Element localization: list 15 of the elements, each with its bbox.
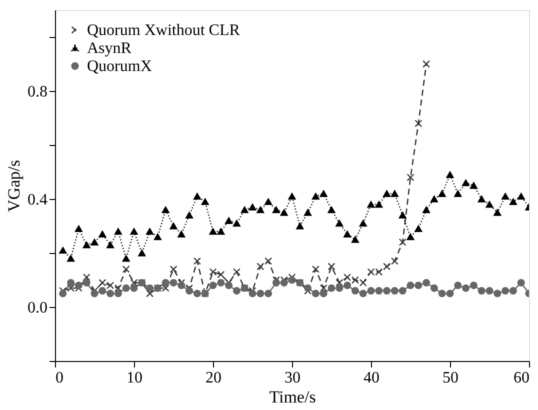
y-tick-label: 0.8 — [28, 84, 48, 100]
x-tick-label: 20 — [206, 370, 222, 386]
y-tick-label: 0.0 — [28, 300, 48, 316]
x-tick-label: 60 — [514, 370, 530, 386]
x-axis-title: Time/s — [269, 388, 316, 406]
legend-label: AsynR — [87, 40, 132, 57]
x-tick-label: 40 — [364, 370, 380, 386]
x-tick-label: 50 — [442, 370, 458, 386]
legend-label: QuorumX — [87, 58, 152, 75]
y-tick-label: 0.4 — [28, 192, 48, 208]
x-tick-label: 0 — [56, 370, 64, 386]
legend-label: Quorum Xwithout CLR — [87, 22, 240, 39]
y-axis-title: VGap/s — [4, 160, 24, 212]
x-tick-label: 10 — [126, 370, 142, 386]
x-tick-label: 30 — [284, 370, 300, 386]
